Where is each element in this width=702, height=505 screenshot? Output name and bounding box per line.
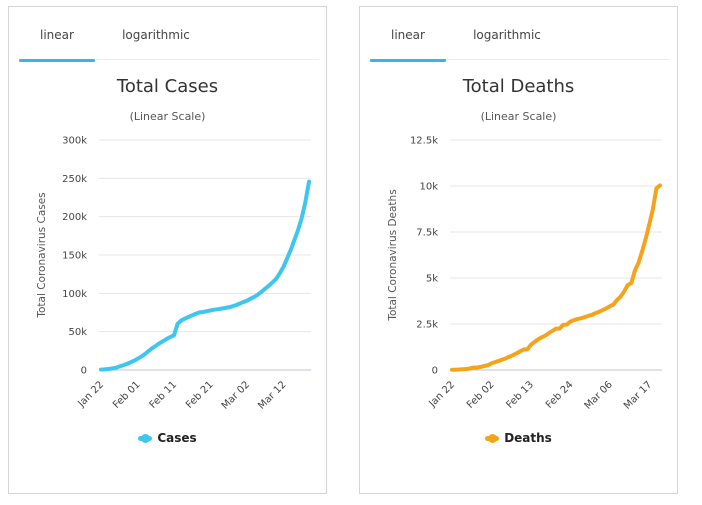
chart-title: Total Cases	[116, 76, 219, 97]
y-tick-label: 0	[81, 366, 87, 377]
legend[interactable]: Cases	[9, 431, 326, 445]
legend-swatch-icon	[138, 433, 153, 443]
y-axis-label: Total Coronavirus Cases	[36, 192, 48, 318]
legend-swatch-icon	[485, 433, 500, 443]
chart-title: Total Deaths	[462, 76, 575, 97]
legend-label: Deaths	[504, 431, 552, 445]
y-tick-label: 7.5k	[416, 228, 438, 239]
deaths-plot: 0 2.5k 5k 7.5k 10k 12.5k Jan 22 Feb 02 Feb 13 Feb…	[387, 136, 662, 412]
x-tick-label: Jan 22	[426, 379, 457, 410]
tab-logarithmic[interactable]: logarithmic	[473, 28, 541, 42]
series-line-cases	[99, 179, 311, 372]
x-tick-label: Feb 21	[184, 379, 216, 411]
scale-tabs: linear logarithmic	[370, 21, 670, 62]
tab-linear[interactable]: linear	[370, 21, 446, 62]
x-tick-label: Jan 22	[75, 379, 106, 410]
x-tick-label: Feb 01	[111, 379, 143, 411]
x-tick-label: Feb 24	[544, 379, 576, 411]
y-tick-label: 300k	[62, 136, 87, 147]
y-tick-label: 200k	[62, 212, 87, 223]
y-tick-label: 50k	[68, 327, 87, 338]
x-tick-label: Mar 12	[256, 379, 288, 411]
total-deaths-panel: linear logarithmic Total Deaths (Linear …	[359, 6, 678, 494]
y-tick-label: 250k	[62, 174, 87, 185]
y-tick-label: 150k	[62, 251, 87, 262]
tab-logarithmic[interactable]: logarithmic	[122, 28, 190, 42]
y-tick-label: 10k	[419, 182, 438, 193]
legend[interactable]: Deaths	[360, 431, 677, 445]
y-tick-label: 100k	[62, 289, 87, 300]
chart-subtitle: (Linear Scale)	[129, 110, 206, 123]
y-axis-label: Total Coronavirus Deaths	[387, 189, 399, 321]
y-tick-label: 0	[432, 366, 438, 377]
x-tick-label: Mar 06	[583, 379, 615, 411]
x-tick-label: Mar 02	[220, 379, 252, 411]
x-tick-label: Mar 17	[622, 379, 654, 411]
y-tick-label: 12.5k	[410, 136, 438, 147]
total-cases-panel: linear logarithmic Total Cases (Linear S…	[8, 6, 327, 494]
x-tick-label: Feb 11	[148, 379, 180, 411]
series-line-deaths	[450, 183, 662, 372]
chart-subtitle: (Linear Scale)	[480, 110, 557, 123]
y-tick-label: 5k	[426, 274, 438, 285]
scale-tabs: linear logarithmic	[19, 21, 319, 62]
y-tick-label: 2.5k	[416, 320, 438, 331]
legend-label: Cases	[157, 431, 197, 445]
x-tick-label: Feb 13	[504, 379, 536, 411]
x-tick-label: Feb 02	[465, 379, 497, 411]
tab-linear[interactable]: linear	[19, 21, 95, 62]
